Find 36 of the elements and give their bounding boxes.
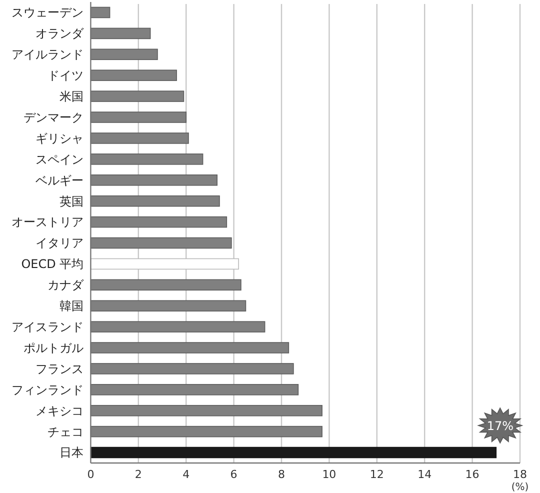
x-tick-label: 18 (513, 468, 527, 481)
y-tick-label: 米国 (60, 89, 84, 104)
y-tick-label: アイスランド (12, 320, 84, 334)
y-tick-label: オーストリア (12, 215, 84, 230)
y-tick-label: オランダ (36, 26, 85, 41)
y-tick-label: スウェーデン (12, 6, 84, 20)
x-tick-label: 4 (182, 468, 190, 481)
y-tick-label: デンマーク (24, 110, 84, 124)
y-tick-label: フランス (36, 362, 84, 376)
x-tick-label: 12 (370, 468, 384, 481)
y-tick-label: OECD 平均 (21, 257, 84, 272)
y-tick-label: ギリシャ (36, 131, 84, 146)
x-tick-label: 2 (134, 468, 142, 481)
bar (90, 258, 239, 270)
y-tick-label: 日本 (60, 446, 84, 460)
y-tick-label: 韓国 (60, 299, 84, 314)
x-axis-title: (%) (511, 482, 529, 493)
y-tick-label: 英国 (60, 194, 84, 208)
x-tick-label: 14 (418, 468, 432, 481)
y-tick-label: ポルトガル (24, 340, 84, 355)
y-tick-label: カナダ (48, 278, 85, 292)
y-tick-label: スペイン (36, 152, 84, 166)
y-tick-label: ベルギー (36, 173, 84, 188)
y-tick-label: フィンランド (12, 382, 84, 397)
x-tick-label: 8 (278, 468, 285, 481)
y-tick-label: アイルランド (12, 48, 84, 62)
x-tick-label: 10 (322, 468, 336, 481)
annotation: 17% (486, 418, 514, 433)
x-tick-label: 6 (230, 468, 238, 481)
bar (90, 446, 497, 458)
y-tick-label: チェコ (48, 424, 84, 439)
y-tick-label: メキシコ (36, 404, 84, 418)
y-tick-label: イタリア (36, 236, 84, 250)
x-tick-label: 0 (87, 468, 94, 481)
x-tick-label: 16 (465, 468, 480, 481)
y-tick-label: ドイツ (48, 68, 84, 83)
